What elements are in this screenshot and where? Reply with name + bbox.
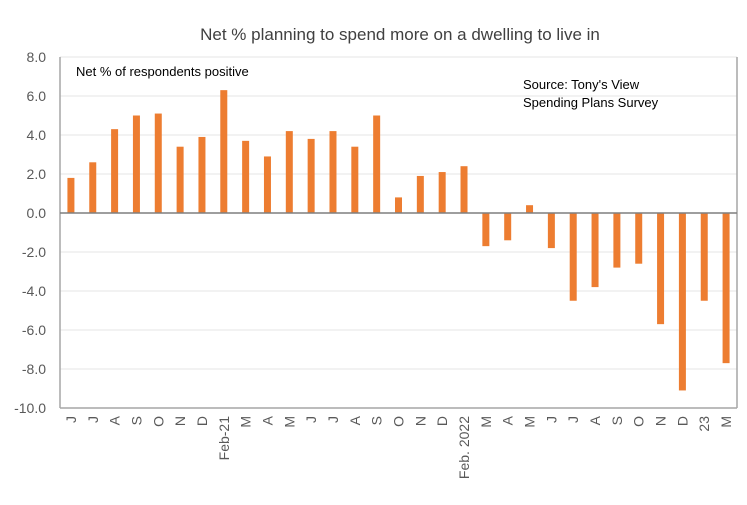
bar (220, 90, 228, 213)
bar (351, 146, 359, 213)
bar (438, 172, 446, 213)
x-tick-label: S (128, 416, 144, 425)
x-tick-label: Feb-21 (216, 416, 232, 461)
x-tick-label: A (587, 415, 603, 425)
x-tick-label: Feb. 2022 (456, 416, 472, 479)
x-tick-label: S (609, 416, 625, 425)
y-tick-label: 0.0 (27, 205, 47, 221)
x-tick-label: O (631, 416, 647, 427)
bar (154, 113, 162, 213)
x-tick-label: D (434, 416, 450, 426)
y-tick-label: -8.0 (22, 361, 46, 377)
x-tick-label: D (194, 416, 210, 426)
bar (111, 129, 119, 213)
x-tick-label: N (653, 416, 669, 426)
y-tick-label: 4.0 (27, 127, 47, 143)
x-tick-label: M (718, 416, 734, 428)
bar (198, 136, 206, 213)
x-tick-label: O (391, 416, 407, 427)
x-tick-label: N (172, 416, 188, 426)
bar (263, 156, 271, 213)
bar (285, 131, 293, 213)
x-tick-label: J (565, 416, 581, 423)
x-tick-label: N (412, 416, 428, 426)
source-line-1: Source: Tony's View (523, 77, 640, 92)
bar (416, 175, 424, 213)
y-tick-label: -4.0 (22, 283, 46, 299)
bar (89, 162, 97, 213)
source-line-2: Spending Plans Survey (523, 95, 659, 110)
bar (722, 213, 730, 364)
bar (569, 213, 577, 301)
chart-title: Net % planning to spend more on a dwelli… (200, 25, 600, 44)
x-tick-label: A (347, 415, 363, 425)
x-tick-label: M (281, 416, 297, 428)
x-tick-label: A (107, 415, 123, 425)
y-tick-label: -2.0 (22, 244, 46, 260)
x-tick-label: J (543, 416, 559, 423)
bar (132, 115, 140, 213)
bar (373, 115, 381, 213)
y-tick-label: 8.0 (27, 49, 47, 65)
y-tick-label: 2.0 (27, 166, 47, 182)
bar (242, 140, 250, 213)
y-tick-label: 6.0 (27, 88, 47, 104)
bar (307, 138, 315, 213)
x-tick-label: J (303, 416, 319, 423)
bar (526, 205, 534, 213)
bar (504, 213, 512, 241)
x-tick-label: O (150, 416, 166, 427)
bar (329, 131, 337, 213)
bar (678, 213, 686, 391)
bar (613, 213, 621, 268)
x-tick-label: 23 (696, 416, 712, 432)
x-tick-label: J (325, 416, 341, 423)
x-tick-label: M (238, 416, 254, 428)
bar (591, 213, 599, 288)
x-tick-label: S (369, 416, 385, 425)
x-tick-label: M (522, 416, 538, 428)
ylabel-note: Net % of respondents positive (76, 64, 249, 79)
x-tick-label: A (500, 415, 516, 425)
bar (635, 213, 643, 264)
bar (176, 146, 184, 213)
bar (482, 213, 490, 247)
x-tick-label: D (674, 416, 690, 426)
y-tick-label: -6.0 (22, 322, 46, 338)
bar (67, 177, 75, 213)
x-tick-label: J (63, 416, 79, 423)
bar (395, 197, 402, 213)
bar (460, 166, 468, 213)
bar (657, 213, 665, 325)
bar (700, 213, 708, 301)
y-tick-label: -10.0 (14, 400, 46, 416)
x-tick-label: J (85, 416, 101, 423)
bar (547, 213, 555, 249)
x-tick-label: A (259, 415, 275, 425)
x-tick-label: M (478, 416, 494, 428)
